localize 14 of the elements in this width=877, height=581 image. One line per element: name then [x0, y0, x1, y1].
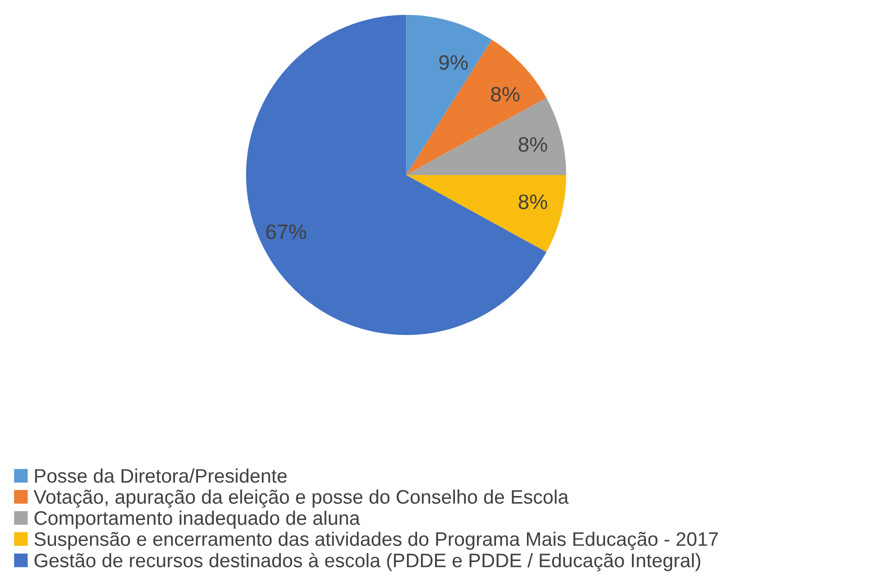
pie-slice [246, 14, 546, 335]
legend-label: Gestão de recursos destinados à escola (PDDE e PDDE / Educação Integral) [34, 552, 700, 572]
data-label: 8% [491, 86, 520, 102]
pie-slice [406, 40, 546, 175]
legend-label: Comportamento inadequado de aluna [34, 510, 360, 529]
data-label: 8% [518, 194, 548, 210]
data-label: 9% [439, 55, 468, 70]
data-label: 8% [518, 137, 548, 152]
pie-slice [406, 14, 492, 175]
legend-label: Posse da Diretora/Presidente [35, 468, 287, 483]
legend-label: Suspensão e encerramento das atividades do Programa Mais Educação - 2017 [34, 532, 718, 550]
pie-slice [406, 174, 566, 252]
legend-label: Votação, apuração da eleição e posse do Conselho de Escola [34, 490, 569, 508]
data-label: 67% [266, 224, 306, 240]
